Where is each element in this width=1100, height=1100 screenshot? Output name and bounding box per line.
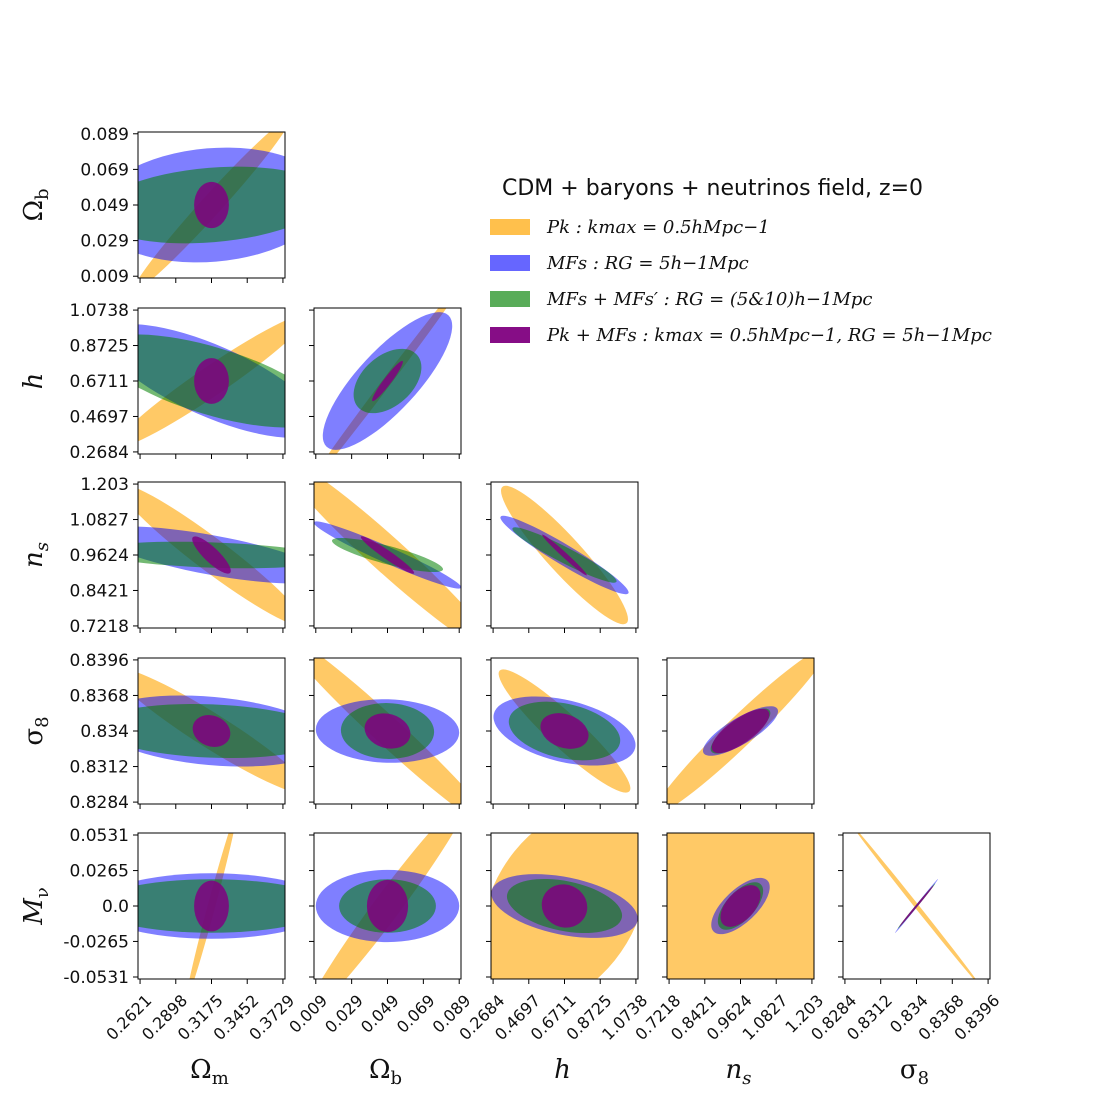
- panel-contours: [314, 308, 461, 454]
- contour-pk-mfs: [366, 879, 409, 933]
- panel-contours: [138, 314, 285, 448]
- x-axis-label-Ob: Ωb: [369, 1055, 402, 1089]
- contour-pk-mfs: [192, 536, 231, 574]
- panel-Om-vs-ns: 0.7218 0.8421 0.9624 1.0827 1.203: [70, 475, 286, 637]
- y-axis-label-ns: ns: [19, 542, 53, 568]
- legend-item-pk: Pk : kmax = 0.5hMpc−1: [490, 209, 992, 245]
- y-tick-label: 0.0531: [70, 826, 129, 846]
- contour-pk-mfs: [899, 885, 934, 927]
- panel-Om-vs-s8: 0.8284 0.8312 0.834 0.8368 0.8396: [70, 651, 286, 813]
- y-tick-label: 0.0265: [70, 862, 129, 882]
- legend-swatch-mfs-combined: [490, 291, 530, 307]
- legend-title: CDM + baryons + neutrinos field, z=0: [502, 176, 923, 201]
- y-tick-label: 0.089: [80, 125, 129, 145]
- contour-pk-mfs: [541, 884, 588, 928]
- legend-swatch-pk: [490, 219, 530, 235]
- panel-Om-vs-Mnu: 0.26210.28980.31750.34520.3729-0.0531-0.…: [63, 826, 298, 1044]
- contour-pk-mfs: [194, 880, 229, 932]
- panel-Om-vs-h: 0.2684 0.4697 0.6711 0.8725 1.0738: [70, 301, 286, 463]
- contour-pk-mfs: [711, 708, 770, 754]
- y-tick-label: 0.009: [80, 267, 129, 287]
- x-axis-label-Om: Ωm: [190, 1055, 229, 1089]
- y-tick-label: 0.049: [80, 196, 129, 216]
- legend-swatch-pk-mfs: [490, 327, 530, 343]
- y-tick-label: 0.8396: [70, 651, 129, 671]
- panel-contours: [314, 658, 461, 804]
- axis-labels-layer: Ωb h ns σ8 Mν Ωm Ωb h ns σ8: [19, 188, 929, 1089]
- panel-contours: [500, 485, 629, 625]
- y-tick-label: 1.0827: [70, 511, 129, 531]
- legend-label-mfs-combined: MFs + MFs′ : RG = (5&10)h−1Mpc: [547, 288, 873, 310]
- y-tick-label: 0.8725: [70, 337, 129, 357]
- y-tick-label: -0.0531: [63, 968, 129, 988]
- contour-pk-mfs: [364, 713, 411, 749]
- contour-pk-mfs: [194, 181, 229, 229]
- contour-pk-mfs: [542, 534, 587, 576]
- contour-pk-mfs: [192, 715, 231, 747]
- y-axis-label-h: h: [19, 373, 49, 390]
- x-tick-label: 0.069: [393, 991, 439, 1037]
- contour-pk-mfs: [360, 536, 415, 574]
- x-tick-label: 0.029: [321, 991, 367, 1037]
- x-axis-label-s8: σ8: [900, 1055, 929, 1089]
- y-tick-label: -0.0265: [63, 932, 129, 952]
- y-tick-label: 0.0: [102, 897, 129, 917]
- contour-pk-mfs: [372, 360, 403, 402]
- panel-contours: [138, 667, 285, 795]
- contour-pk-mfs: [720, 885, 761, 927]
- y-axis-label-Ob: Ωb: [19, 188, 53, 221]
- panel-ns-vs-s8: [662, 657, 815, 809]
- panel-Ob-vs-ns: [309, 481, 462, 633]
- panel-contours: [314, 833, 461, 979]
- y-tick-label: 0.2684: [70, 443, 129, 463]
- y-tick-label: 0.8312: [70, 758, 129, 778]
- legend-item-mfs-combined: MFs + MFs′ : RG = (5&10)h−1Mpc: [490, 281, 992, 317]
- x-axis-label-h: h: [554, 1055, 571, 1085]
- panel-contours: [138, 132, 285, 278]
- contour-pk-mfs: [540, 713, 589, 749]
- y-tick-label: 1.203: [80, 475, 129, 495]
- legend-item-pk-mfs: Pk + MFs : kmax = 0.5hMpc−1, RG = 5h−1Mp…: [490, 317, 992, 353]
- panel-h-vs-ns: [486, 481, 639, 633]
- y-tick-label: 0.8284: [70, 793, 129, 813]
- y-tick-label: 1.0738: [70, 301, 129, 321]
- legend-label-pk-mfs: Pk + MFs : kmax = 0.5hMpc−1, RG = 5h−1Mp…: [547, 324, 992, 346]
- legend: CDM + baryons + neutrinos field, z=0 Pk …: [490, 176, 992, 353]
- panel-contours: [314, 482, 461, 628]
- y-tick-label: 0.8368: [70, 686, 129, 706]
- panel-contours: [493, 669, 636, 793]
- x-tick-label: 0.049: [357, 991, 403, 1037]
- panel-contours: [491, 833, 638, 979]
- y-tick-label: 0.9624: [70, 546, 129, 566]
- y-tick-label: 0.6711: [70, 372, 129, 392]
- contour-pk-mfs: [194, 358, 229, 404]
- y-tick-label: 0.7218: [70, 617, 129, 637]
- y-tick-label: 0.4697: [70, 407, 129, 427]
- panel-contours: [138, 483, 285, 627]
- panel-contours: [667, 833, 814, 979]
- x-axis-label-ns: ns: [726, 1055, 752, 1089]
- y-axis-label-s8: σ8: [19, 716, 53, 745]
- legend-swatch-mfs: [490, 255, 530, 271]
- panel-Om-vs-Ob: 0.009 0.029 0.049 0.069 0.089: [80, 125, 286, 287]
- legend-label-pk: Pk : kmax = 0.5hMpc−1: [547, 216, 770, 238]
- y-tick-label: 0.029: [80, 232, 129, 252]
- panel-Ob-vs-s8: [309, 657, 462, 809]
- y-axis-label-Mnu: Mν: [19, 887, 53, 926]
- legend-label-mfs: MFs : RG = 5h−1Mpc: [547, 252, 749, 274]
- y-tick-label: 0.8421: [70, 581, 129, 601]
- panel-contours: [667, 658, 814, 804]
- panel-contours: [138, 833, 285, 979]
- y-tick-label: 0.069: [80, 160, 129, 180]
- panel-h-vs-s8: [486, 657, 639, 809]
- panel-Ob-vs-h: [309, 307, 462, 459]
- legend-item-mfs: MFs : RG = 5h−1Mpc: [490, 245, 992, 281]
- x-tick-label: 0.009: [285, 991, 331, 1037]
- panel-contours: [852, 833, 981, 979]
- y-tick-label: 0.834: [80, 722, 129, 742]
